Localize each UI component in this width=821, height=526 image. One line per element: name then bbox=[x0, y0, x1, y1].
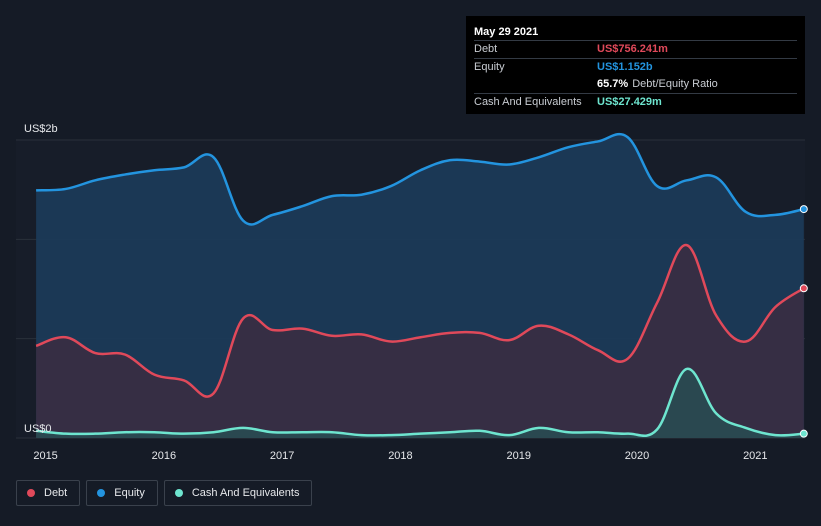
tooltip-ratio-row: 65.7% Debt/Equity Ratio bbox=[474, 76, 797, 93]
tooltip-cash-row: Cash And Equivalents US$27.429m bbox=[474, 93, 797, 111]
debt-line bbox=[35, 243, 805, 398]
x-tick-label-2020: 2020 bbox=[625, 450, 649, 462]
y-axis-top-label: US$2b bbox=[24, 123, 58, 135]
cash-dot-icon bbox=[174, 489, 183, 497]
tooltip-ratio-spacer bbox=[474, 76, 597, 93]
x-tick-label-2017: 2017 bbox=[270, 450, 294, 462]
tooltip-ratio-value: 65.7% bbox=[597, 78, 629, 90]
tooltip-debt-value: US$756.241m bbox=[597, 43, 668, 55]
legend-debt-label: Debt bbox=[44, 487, 68, 499]
debt-area bbox=[36, 244, 804, 438]
legend-item-cash[interactable]: Cash And Equivalents bbox=[163, 480, 313, 506]
legend-item-debt[interactable]: Debt bbox=[16, 480, 81, 506]
y-axis-bottom-label: US$0 bbox=[24, 423, 52, 435]
tooltip-cash-value: US$27.429m bbox=[597, 96, 662, 108]
x-tick-label-2021: 2021 bbox=[743, 450, 767, 462]
line-layer bbox=[35, 132, 805, 437]
x-tick-label-2018: 2018 bbox=[388, 450, 412, 462]
cash-line bbox=[35, 367, 804, 437]
data-tooltip: May 29 2021 Debt US$756.241m Equity US$1… bbox=[466, 16, 805, 114]
tooltip-ratio-label: Debt/Equity Ratio bbox=[632, 78, 718, 90]
legend-equity-label: Equity bbox=[114, 487, 145, 499]
end-markers bbox=[799, 205, 808, 438]
tooltip-equity-row: Equity US$1.152b bbox=[474, 58, 797, 76]
equity-line bbox=[36, 132, 805, 226]
x-tick-label-2019: 2019 bbox=[506, 450, 530, 462]
legend-cash-label: Cash And Equivalents bbox=[191, 487, 300, 499]
debt-dot-icon bbox=[27, 489, 35, 497]
chart-legend: Debt Equity Cash And Equivalents bbox=[16, 480, 313, 506]
debt-end-marker bbox=[799, 284, 808, 293]
x-tick-label-2016: 2016 bbox=[152, 450, 176, 462]
equity-end-marker bbox=[799, 205, 808, 214]
tooltip-equity-label: Equity bbox=[474, 61, 505, 73]
area-layer bbox=[36, 134, 804, 438]
x-tick-label-2015: 2015 bbox=[33, 450, 57, 462]
cash-area bbox=[36, 368, 804, 438]
equity-dot-icon bbox=[97, 489, 106, 497]
tooltip-equity-value: US$1.152b bbox=[597, 61, 653, 73]
tooltip-debt-row: Debt US$756.241m bbox=[474, 40, 797, 58]
tooltip-debt-label: Debt bbox=[474, 43, 498, 55]
x-axis-ticks: 2015 2016 2017 2018 2019 2020 2021 bbox=[33, 450, 767, 462]
tooltip-date: May 29 2021 bbox=[474, 26, 539, 38]
legend-item-equity[interactable]: Equity bbox=[86, 480, 158, 506]
tooltip-cash-label: Cash And Equivalents bbox=[474, 96, 582, 108]
cash-end-marker bbox=[799, 429, 808, 438]
label-layer: US$2b US$0 bbox=[24, 123, 58, 435]
